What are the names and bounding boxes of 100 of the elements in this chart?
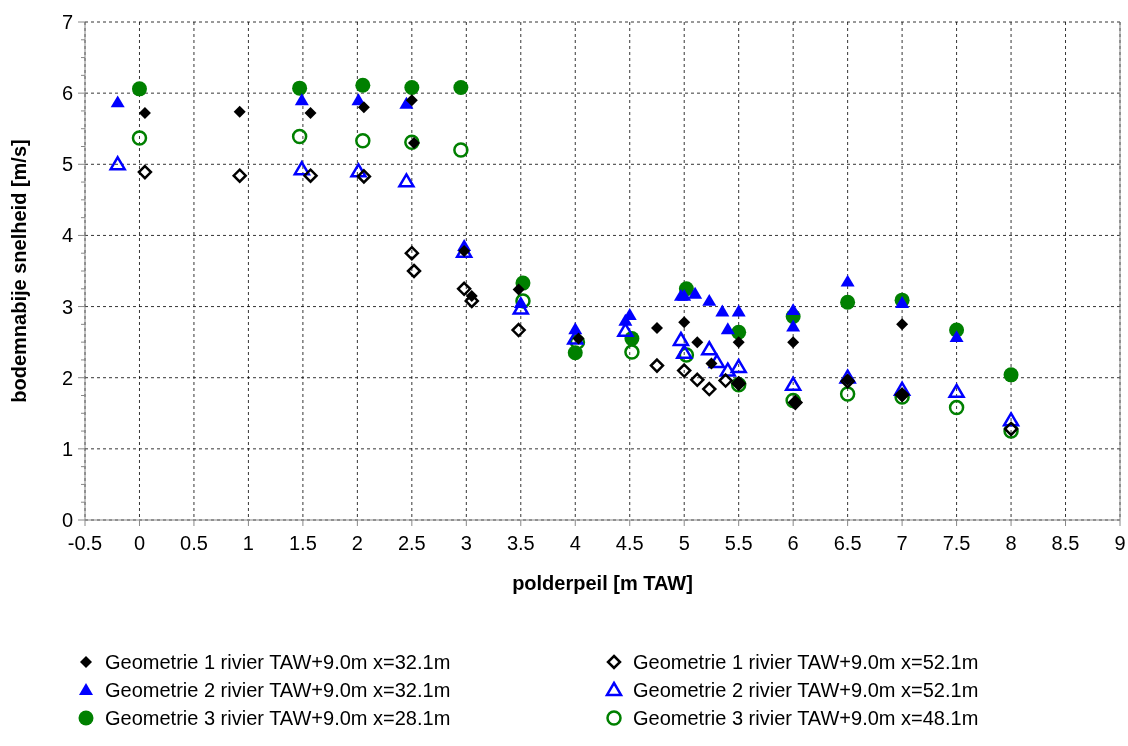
y-tick-label: 2	[61, 366, 73, 389]
point	[399, 96, 414, 109]
y-tick-label: 4	[61, 224, 73, 247]
point	[568, 322, 583, 335]
point	[356, 169, 372, 184]
point	[895, 296, 910, 308]
point	[949, 330, 964, 343]
x-tick-label: 1	[242, 532, 254, 554]
legend-label: Geometrie 2 rivier TAW+9.0m x=32.1m	[105, 679, 451, 701]
point	[355, 77, 371, 93]
point	[453, 79, 469, 95]
x-tick-label: -0.5	[67, 532, 103, 554]
point	[408, 136, 421, 149]
point	[624, 344, 640, 360]
legend-label: Geometrie 3 rivier TAW+9.0m x=48.1m	[633, 707, 979, 729]
x-tick-label: 9	[1114, 532, 1126, 554]
point	[572, 332, 585, 345]
x-tick-label: 7.5	[942, 532, 971, 554]
x-tick-label: 4	[569, 532, 581, 554]
x-tick-label: 0.5	[180, 532, 208, 554]
point	[649, 358, 665, 373]
point	[357, 101, 370, 114]
point	[677, 288, 692, 301]
point	[131, 130, 148, 146]
x-tick-label: 3.5	[506, 532, 535, 554]
x-tick-label: 3	[460, 532, 472, 554]
point	[840, 274, 855, 287]
point	[304, 107, 317, 120]
point	[732, 336, 745, 349]
point	[688, 286, 703, 299]
point	[110, 95, 125, 108]
point	[512, 283, 525, 296]
point	[786, 319, 801, 332]
legend-label: Geometrie 3 rivier TAW+9.0m x=28.1m	[105, 707, 451, 729]
point	[730, 358, 747, 374]
y-tick-label: 3	[61, 295, 73, 318]
x-tick-label: 2	[351, 532, 363, 554]
point	[404, 134, 420, 150]
x-tick-label: 4.5	[615, 532, 644, 554]
y-axis-title: bodemnabije snelheid [m/s]	[8, 139, 30, 403]
x-tick-label: 1.5	[288, 532, 317, 554]
point	[718, 373, 733, 388]
point	[840, 294, 856, 310]
point	[650, 321, 663, 334]
x-tick-label: 6	[787, 532, 799, 554]
point	[109, 156, 126, 171]
point	[406, 263, 422, 279]
x-axis-title: polderpeil [m TAW]	[512, 572, 693, 594]
point	[292, 80, 308, 96]
y-tick-label: 7	[61, 11, 73, 33]
x-tick-label: 0	[133, 532, 146, 554]
point	[1002, 412, 1020, 427]
point	[691, 336, 704, 349]
point	[896, 318, 909, 331]
x-tick-label: 2.5	[397, 532, 426, 554]
point	[690, 372, 705, 388]
y-tick-label: 0	[61, 509, 73, 531]
point	[294, 93, 309, 106]
point	[138, 107, 151, 120]
legend-label: Geometrie 1 rivier TAW+9.0m x=32.1m	[105, 651, 451, 673]
point	[839, 386, 856, 402]
point	[676, 363, 692, 378]
point	[456, 281, 472, 297]
point	[701, 341, 718, 356]
point	[672, 331, 690, 347]
point	[715, 304, 730, 317]
point	[465, 289, 478, 302]
point	[404, 245, 420, 261]
point	[678, 316, 691, 329]
point	[303, 168, 318, 183]
point	[784, 376, 802, 391]
point	[398, 173, 415, 188]
x-tick-label: 5.5	[724, 532, 753, 554]
point	[511, 322, 526, 338]
point	[702, 381, 717, 397]
point	[233, 105, 246, 118]
point	[708, 353, 726, 369]
x-tick-label: 7	[896, 532, 908, 554]
point	[404, 79, 420, 95]
point	[786, 303, 801, 316]
point	[355, 133, 371, 149]
y-tick-label: 5	[61, 153, 73, 176]
x-tick-label: 6.5	[833, 532, 862, 554]
point	[567, 345, 583, 361]
x-tick-label: 8.5	[1051, 532, 1080, 554]
point	[675, 344, 693, 359]
x-tick-label: 5	[678, 532, 690, 554]
point	[948, 383, 965, 399]
legend-label: Geometrie 1 rivier TAW+9.0m x=52.1m	[633, 651, 979, 673]
point	[137, 164, 153, 180]
x-tick-label: 8	[1005, 532, 1017, 554]
y-tick-label: 1	[61, 437, 73, 460]
point	[291, 128, 308, 145]
point	[405, 94, 418, 107]
point	[702, 293, 717, 306]
point	[232, 168, 247, 183]
point	[720, 322, 735, 335]
point	[453, 142, 469, 158]
point	[948, 399, 965, 416]
point	[731, 304, 746, 317]
